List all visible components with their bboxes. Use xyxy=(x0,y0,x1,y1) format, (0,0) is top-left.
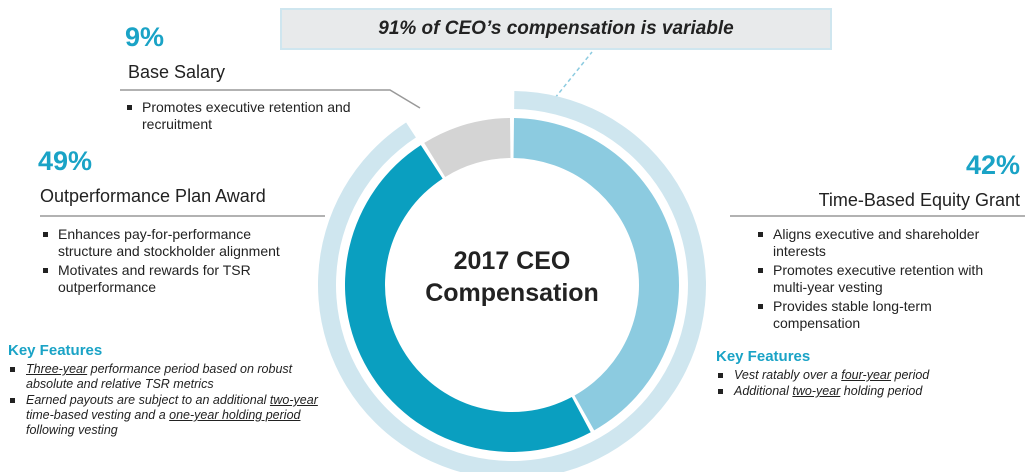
key-features-list: Three-year performance period based on r… xyxy=(8,362,338,438)
donut-segment xyxy=(345,145,591,452)
text-run: two-year xyxy=(792,384,841,398)
key-features: Key Features Vest ratably over a four-yea… xyxy=(716,348,1016,400)
donut-segment xyxy=(424,118,511,177)
bullet-list: Enhances pay-for-performance structure a… xyxy=(40,226,280,298)
category-label: Outperformance Plan Award xyxy=(40,186,266,206)
key-feature: Earned payouts are subject to an additio… xyxy=(8,393,338,438)
bullet: Provides stable long-term compensation xyxy=(755,298,1015,332)
text-run: following vesting xyxy=(26,423,118,437)
value-label: 9% xyxy=(125,22,165,52)
text-run: Vest ratably over a xyxy=(734,368,842,382)
key-features-title: Key Features xyxy=(8,342,103,359)
text-run: time-based vesting and a xyxy=(26,408,170,422)
bullet: Motivates and rewards for TSR outperform… xyxy=(40,262,280,296)
bullet-list: Promotes executive retention and recruit… xyxy=(124,99,374,135)
annotation: 91% of CEO’s compensation is variable xyxy=(280,8,832,50)
text-run: two-year xyxy=(269,393,318,407)
callout-line xyxy=(120,89,421,109)
key-features-title: Key Features xyxy=(716,348,811,365)
text-run: Additional xyxy=(734,384,793,398)
key-features: Key Features Three-year performance perio… xyxy=(8,342,338,439)
bullet: Promotes executive retention and recruit… xyxy=(124,99,374,133)
category-label: Time-Based Equity Grant xyxy=(818,190,1020,210)
key-features-list: Vest ratably over a four-year period Addi… xyxy=(716,368,1016,399)
text-run: four-year xyxy=(841,368,892,382)
text-run: Earned payouts are subject to an additio… xyxy=(26,393,270,407)
key-feature: Vest ratably over a four-year period xyxy=(716,368,1016,383)
bullet-list: Aligns executive and shareholder interes… xyxy=(755,226,1015,334)
category-label: Base Salary xyxy=(128,62,226,82)
text-run: Three-year xyxy=(26,362,88,376)
value-label: 42% xyxy=(965,150,1020,180)
chart-title: 2017 CEO Compensation xyxy=(425,247,599,307)
key-feature: Three-year performance period based on r… xyxy=(8,362,338,392)
bullet: Promotes executive retention with multi-… xyxy=(755,262,1015,296)
text-run: period xyxy=(891,368,930,382)
donut-segment xyxy=(513,118,680,431)
value-label: 49% xyxy=(38,146,93,176)
bullet: Aligns executive and shareholder interes… xyxy=(755,226,1015,260)
text-run: performance period based on robust absol… xyxy=(26,362,293,391)
annotation-connector xyxy=(554,51,593,99)
text-run: holding period xyxy=(840,384,923,398)
bullet: Enhances pay-for-performance structure a… xyxy=(40,226,280,260)
text-run: one-year holding period xyxy=(169,408,301,422)
key-feature: Additional two-year holding period xyxy=(716,384,1016,399)
